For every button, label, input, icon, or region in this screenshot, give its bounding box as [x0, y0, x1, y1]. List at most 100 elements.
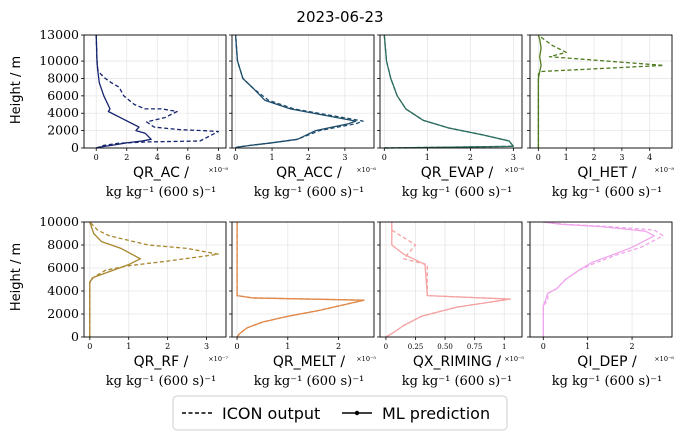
- x-tick-label: 2: [591, 153, 596, 162]
- x-axis-label: QR_AC /: [133, 165, 189, 181]
- x-axis-unit: kg kg⁻¹ (600 s)⁻¹: [106, 185, 217, 200]
- series-ml-prediction: [236, 222, 365, 338]
- x-tick-label: 1: [502, 343, 506, 351]
- row2-ylabel: Height / m: [9, 243, 24, 311]
- y-tick-label: 6000: [47, 260, 79, 275]
- x-tick-label: 4: [155, 153, 160, 162]
- x-axis-label: QR_RF /: [134, 354, 189, 370]
- axis-exponent: ×10⁻⁸: [654, 166, 674, 174]
- axes-frame: [379, 34, 523, 149]
- legend: ICON output ML prediction: [172, 395, 508, 431]
- x-axis-unit: kg kg⁻¹ (600 s)⁻¹: [254, 185, 365, 200]
- series-ml-prediction: [234, 34, 357, 149]
- x-tick-label: 2: [468, 153, 473, 162]
- x-tick-label: 6: [185, 153, 190, 162]
- x-tick-label: 0: [87, 342, 92, 351]
- axis-exponent: ×10⁻⁸: [208, 166, 228, 174]
- series-ml-prediction: [89, 221, 142, 337]
- y-tick-label: 8000: [47, 70, 79, 85]
- x-axis-label: QR_ACC /: [276, 165, 342, 181]
- series-icon-output: [537, 34, 665, 148]
- x-axis-label: QR_EVAP /: [421, 165, 494, 181]
- x-tick-label: 1: [126, 342, 131, 351]
- series-ml-prediction: [95, 34, 152, 149]
- x-tick-label: 1: [270, 153, 275, 162]
- x-tick-label: 4: [647, 153, 652, 162]
- legend-frame: [172, 395, 508, 431]
- x-tick-label: 0.25: [408, 343, 424, 351]
- x-axis-unit: kg kg⁻¹ (600 s)⁻¹: [254, 374, 365, 389]
- x-axis-unit: kg kg⁻¹ (600 s)⁻¹: [106, 374, 217, 389]
- panel-qi-dep: 0 1 2 ×10⁻⁶ QI_DEP / kg kg⁻¹ (600 s)⁻¹: [527, 221, 674, 389]
- x-tick-label: 1: [425, 153, 430, 162]
- row1-ylabel: Height / m: [9, 56, 24, 124]
- x-tick-label: 0.50: [437, 343, 453, 351]
- axis-exponent: ×10⁻⁵: [356, 355, 376, 363]
- panel-qr-melt: 0 1 2 ×10⁻⁵ QR_MELT / kg kg⁻¹ (600 s)⁻¹: [229, 221, 376, 389]
- x-tick-label: 1: [585, 342, 590, 351]
- x-axis-label: QX_RIMING /: [413, 354, 501, 370]
- series-ml-prediction: [537, 34, 542, 148]
- x-tick-label: 3: [619, 153, 624, 162]
- axis-exponent: ×10⁻⁶: [356, 166, 376, 174]
- series-ml-prediction: [542, 221, 655, 337]
- figure-title: 2023-06-23: [296, 8, 383, 26]
- panel-qi-het: 0 1 2 3 4×10⁻⁸ QI_HET / kg kg⁻¹ (600 s)⁻¹: [527, 34, 674, 200]
- panel-qr-ac: 0 2000 4000 6000 8000 10000 13000 0 2 4 6 8 ×10⁻⁸ QR_…: [39, 27, 228, 200]
- x-tick-label: 2: [630, 342, 635, 351]
- y-tick-label: 10000: [39, 214, 79, 229]
- axes-frame: [83, 221, 227, 338]
- x-tick-label: 2: [336, 342, 341, 351]
- x-tick-label: 8: [216, 153, 221, 162]
- axes-frame: [379, 221, 523, 338]
- x-tick-label: 3: [204, 342, 209, 351]
- axes-frame: [529, 34, 673, 149]
- series-ml-prediction: [383, 34, 515, 149]
- series-ml-prediction: [385, 222, 511, 338]
- x-axis-unit: kg kg⁻¹ (600 s)⁻¹: [402, 374, 513, 389]
- y-tick-label: 13000: [39, 27, 79, 42]
- axes-frame: [231, 221, 375, 338]
- axis-exponent: ×10⁻⁷: [208, 355, 228, 363]
- x-tick-label: 0.75: [467, 343, 483, 351]
- series-icon-output: [542, 221, 664, 337]
- x-axis-unit: kg kg⁻¹ (600 s)⁻¹: [402, 185, 513, 200]
- series-icon-output: [236, 222, 365, 338]
- x-tick-label: 1: [285, 342, 290, 351]
- x-axis-unit: kg kg⁻¹ (600 s)⁻¹: [552, 374, 663, 389]
- x-axis-label: QR_MELT /: [273, 354, 346, 370]
- axes-frame: [529, 221, 673, 338]
- series-icon-output: [89, 221, 219, 337]
- x-tick-label: 0: [94, 153, 99, 162]
- legend-label-icon-output: ICON output: [222, 404, 320, 423]
- x-tick-label: 3: [511, 153, 516, 162]
- axis-exponent: ×10⁻⁶: [504, 166, 524, 174]
- y-tick-label: 4000: [47, 105, 79, 120]
- panel-qr-rf: 0 2000 4000 6000 8000 10000 0 1 2 3 ×10⁻⁷ QR_RF / kg…: [39, 214, 228, 389]
- x-axis-label: QI_HET /: [577, 165, 637, 181]
- y-tick-label: 0: [71, 140, 79, 155]
- x-tick-label: 2: [124, 153, 129, 162]
- x-tick-label: 0: [235, 342, 240, 351]
- y-tick-label: 2000: [47, 123, 79, 138]
- series-icon-output: [95, 34, 220, 149]
- x-tick-label: 1: [564, 153, 569, 162]
- x-tick-label: 0: [536, 153, 541, 162]
- y-tick-label: 4000: [47, 283, 79, 298]
- panel-qx-riming: 0 0.25 0.50 0.75 1 ×10⁻⁵QX_RIMING / kg kg⁻¹ (6…: [377, 221, 524, 389]
- x-tick-label: 0: [382, 153, 387, 162]
- y-tick-label: 0: [71, 329, 79, 344]
- panel-qr-evap: 0 1 2 3 ×10⁻⁶ QR_EVAP / kg kg⁻¹ (600 s)⁻¹: [377, 34, 524, 200]
- axis-exponent: ×10⁻⁵: [504, 355, 524, 363]
- axis-exponent: ×10⁻⁶: [654, 355, 674, 363]
- x-tick-label: 0: [233, 153, 238, 162]
- x-tick-label: 0: [541, 342, 546, 351]
- y-tick-label: 6000: [47, 88, 79, 103]
- axes-frame: [83, 34, 227, 149]
- axes-frame: [231, 34, 375, 149]
- x-axis-unit: kg kg⁻¹ (600 s)⁻¹: [552, 185, 663, 200]
- legend-marker: [354, 410, 360, 416]
- x-tick-label: 0: [384, 343, 388, 351]
- panel-qr-acc: 0 1 2 3 ×10⁻⁶ QR_ACC / kg kg⁻¹ (600 s)⁻¹: [229, 34, 376, 200]
